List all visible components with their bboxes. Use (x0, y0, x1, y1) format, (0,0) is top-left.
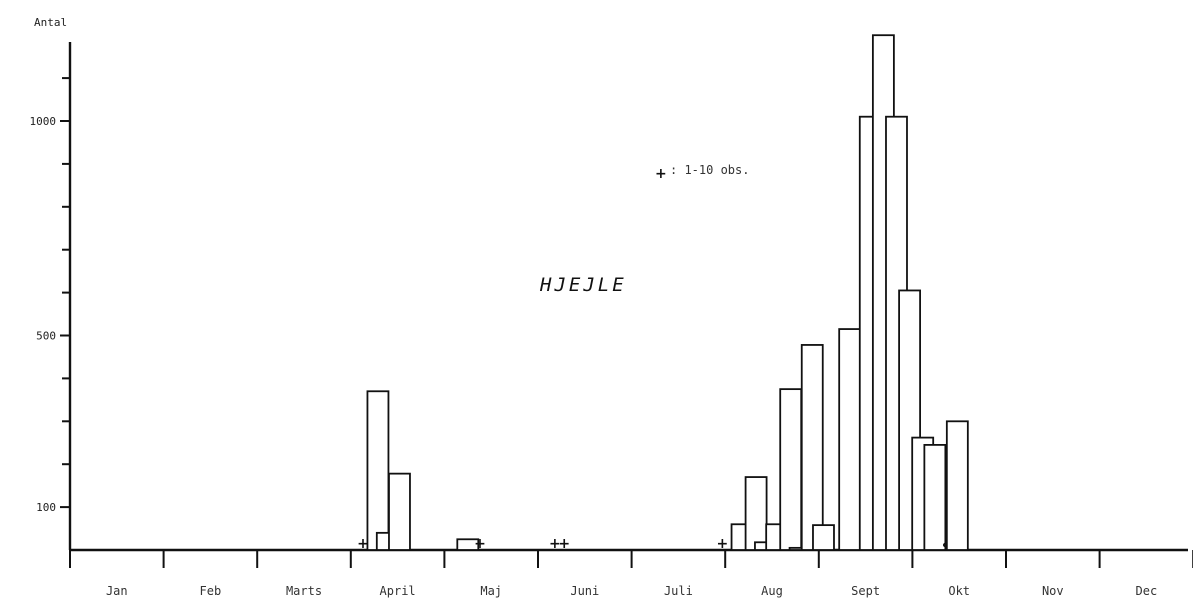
legend: + : 1-10 obs. (655, 163, 749, 182)
x-tick-label: Nov (1042, 584, 1064, 598)
y-tick-label: 500 (36, 330, 56, 343)
bar (800, 344, 824, 551)
bar (366, 390, 390, 551)
x-tick-label: Dec (1136, 584, 1158, 598)
x-tick-label: Sept (851, 584, 880, 598)
x-tick-label: Aug (761, 584, 783, 598)
bar (744, 476, 768, 551)
bar (923, 443, 947, 551)
axes (60, 42, 1193, 568)
bar (456, 538, 480, 551)
y-tick-label: 1000 (30, 115, 57, 128)
x-tick-label: Juni (570, 584, 599, 598)
x-tick-label: Feb (200, 584, 222, 598)
x-tick-label: April (380, 584, 416, 598)
x-tick-label: Okt (948, 584, 970, 598)
chart-title: HJEJLE (539, 274, 627, 296)
bar (779, 388, 803, 551)
low-count-mark (942, 542, 948, 548)
legend-text: : 1-10 obs. (670, 163, 749, 177)
bar (812, 524, 835, 551)
bar (838, 328, 862, 551)
low-count-mark: + (549, 536, 561, 552)
x-tick-label: Marts (286, 584, 322, 598)
low-count-mark: + (717, 536, 729, 552)
x-tick-label: Juli (664, 584, 693, 598)
low-count-marks: + + ++ + (357, 536, 948, 552)
axis-labels: 100 500 1000 Jan Feb Marts April Maj Juni Juli Aug… (30, 115, 1158, 598)
x-tick-label: Jan (106, 584, 128, 598)
legend-symbol: + (655, 166, 667, 182)
bar (388, 472, 411, 551)
low-count-mark: + (357, 536, 369, 552)
x-tick-label: Maj (480, 584, 502, 598)
y-tick-label: 100 (36, 501, 56, 514)
bar (945, 420, 969, 551)
bars-group (366, 34, 969, 551)
low-count-mark: + (474, 536, 486, 552)
low-count-mark: + (558, 536, 570, 552)
y-axis-title: Antal (34, 16, 67, 29)
